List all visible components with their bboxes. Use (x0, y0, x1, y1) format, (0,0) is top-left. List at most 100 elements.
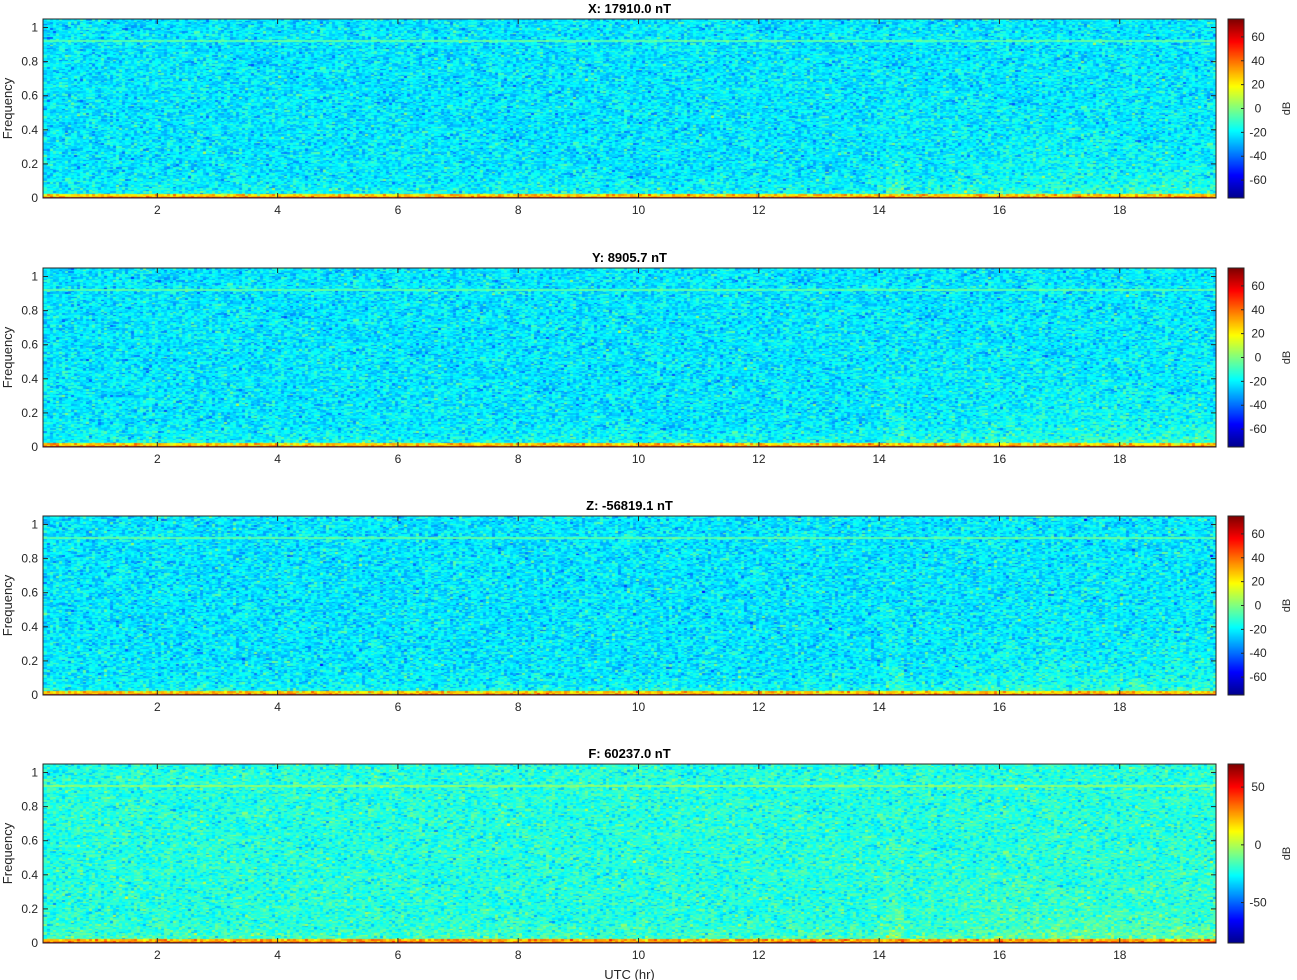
y-tick-label: 0.6 (21, 338, 38, 352)
colorbar-tick-label: -20 (1249, 622, 1267, 636)
x-tick-label: 18 (1113, 948, 1127, 962)
x-tick-label: 16 (993, 948, 1007, 962)
x-tick-label: 2 (154, 203, 161, 217)
x-tick-label: 10 (632, 452, 646, 466)
x-tick-label: 18 (1113, 700, 1127, 714)
panel-title: X: 17910.0 nT (588, 1, 671, 16)
x-tick-label: 12 (752, 948, 766, 962)
x-tick-label: 10 (632, 203, 646, 217)
x-tick-label: 14 (872, 452, 886, 466)
colorbar-tick-label: 0 (1255, 102, 1262, 116)
colorbar-tick-label: 0 (1255, 838, 1262, 852)
y-tick-label: 0.6 (21, 586, 38, 600)
x-tick-label: 12 (752, 203, 766, 217)
x-tick-label: 18 (1113, 452, 1127, 466)
y-tick-label: 0.4 (21, 620, 38, 634)
colorbar-tick-label: 0 (1255, 599, 1262, 613)
y-tick-label: 0.6 (21, 834, 38, 848)
x-tick-label: 10 (632, 948, 646, 962)
y-tick-label: 0.2 (21, 654, 38, 668)
x-tick-label: 2 (154, 948, 161, 962)
y-tick-label: 1 (31, 766, 38, 780)
y-tick-label: 0.2 (21, 406, 38, 420)
y-tick-label: 0 (31, 191, 38, 205)
spectrogram-image (43, 268, 1216, 447)
spectrogram-panel: X: 17910.0 nT2 4 6 8 10 12 14 16 1800.20.40.60.8… (0, 1, 1293, 217)
colorbar-tick-label: -40 (1249, 149, 1267, 163)
spectrogram-image (43, 764, 1216, 943)
y-tick-label: 1 (31, 21, 38, 35)
colorbar-tick-label: -20 (1249, 374, 1267, 388)
y-tick-label: 0.8 (21, 55, 38, 69)
y-tick-label: 0.2 (21, 157, 38, 171)
x-tick-label: 10 (632, 700, 646, 714)
x-tick-label: 4 (274, 452, 281, 466)
y-tick-label: 0.8 (21, 304, 38, 318)
x-tick-label: 8 (515, 452, 522, 466)
x-tick-label: 12 (752, 452, 766, 466)
colorbar-tick-label: 40 (1251, 551, 1265, 565)
colorbar-tick-label: 50 (1251, 780, 1265, 794)
x-tick-label: 2 (154, 700, 161, 714)
spectrogram-panel: Z: -56819.1 nT2 4 6 8 10 12 14 16 1800.20.40.60.… (0, 498, 1293, 714)
colorbar-tick-label: -60 (1249, 422, 1267, 436)
x-tick-label: 2 (154, 452, 161, 466)
spectrogram-image (43, 516, 1216, 695)
x-tick-label: 4 (274, 948, 281, 962)
colorbar-tick-label: -60 (1249, 173, 1267, 187)
axes-box (42, 18, 1217, 199)
colorbar (1228, 268, 1244, 447)
x-tick-label: 16 (993, 452, 1007, 466)
colorbar-tick-label: 40 (1251, 54, 1265, 68)
spectrogram-image (43, 19, 1216, 198)
axes-box (42, 763, 1217, 944)
x-tick-label: 6 (395, 452, 402, 466)
colorbar (1228, 764, 1244, 943)
y-tick-label: 0.4 (21, 123, 38, 137)
x-tick-label: 14 (872, 948, 886, 962)
y-axis-label: Frequency (0, 77, 15, 139)
x-tick-label: 4 (274, 203, 281, 217)
colorbar-box (1227, 763, 1245, 944)
colorbar-tick-label: -60 (1249, 670, 1267, 684)
colorbar-tick-label: 0 (1255, 351, 1262, 365)
colorbar-tick-label: 20 (1251, 78, 1265, 92)
y-tick-label: 0.4 (21, 372, 38, 386)
x-tick-label: 18 (1113, 203, 1127, 217)
panel-title: Y: 8905.7 nT (592, 250, 667, 265)
panel-title: Z: -56819.1 nT (586, 498, 673, 513)
x-tick-label: 14 (872, 700, 886, 714)
colorbar-tick-label: 20 (1251, 327, 1265, 341)
spectrogram-panel: F: 60237.0 nT2 4 6 8 10 12 14 16 1800.20.40.60.8… (0, 746, 1293, 980)
y-tick-label: 1 (31, 518, 38, 532)
y-tick-label: 0.8 (21, 800, 38, 814)
colorbar-label: dB (1281, 599, 1293, 612)
panel-title: F: 60237.0 nT (588, 746, 670, 761)
x-tick-label: 12 (752, 700, 766, 714)
y-tick-label: 1 (31, 270, 38, 284)
colorbar (1228, 19, 1244, 198)
colorbar-tick-label: 20 (1251, 575, 1265, 589)
colorbar (1228, 516, 1244, 695)
x-tick-label: 8 (515, 700, 522, 714)
colorbar-tick-label: 60 (1251, 527, 1265, 541)
y-axis-label: Frequency (0, 326, 15, 388)
x-tick-label: 14 (872, 203, 886, 217)
y-tick-label: 0 (31, 440, 38, 454)
x-tick-label: 4 (274, 700, 281, 714)
y-tick-label: 0.4 (21, 868, 38, 882)
x-tick-label: 6 (395, 700, 402, 714)
y-axis-label: Frequency (0, 574, 15, 636)
colorbar-tick-label: -50 (1249, 896, 1267, 910)
spectrogram-panel: Y: 8905.7 nT2 4 6 8 10 12 14 16 1800.20.40.60.81… (0, 250, 1293, 466)
colorbar-tick-label: 60 (1251, 279, 1265, 293)
x-tick-label: 8 (515, 948, 522, 962)
colorbar-label: dB (1281, 847, 1293, 860)
y-tick-label: 0.6 (21, 89, 38, 103)
y-tick-label: 0.2 (21, 902, 38, 916)
y-tick-label: 0.8 (21, 552, 38, 566)
axes-box (42, 515, 1217, 696)
x-axis-label: UTC (hr) (604, 967, 655, 980)
colorbar-label: dB (1281, 351, 1293, 364)
